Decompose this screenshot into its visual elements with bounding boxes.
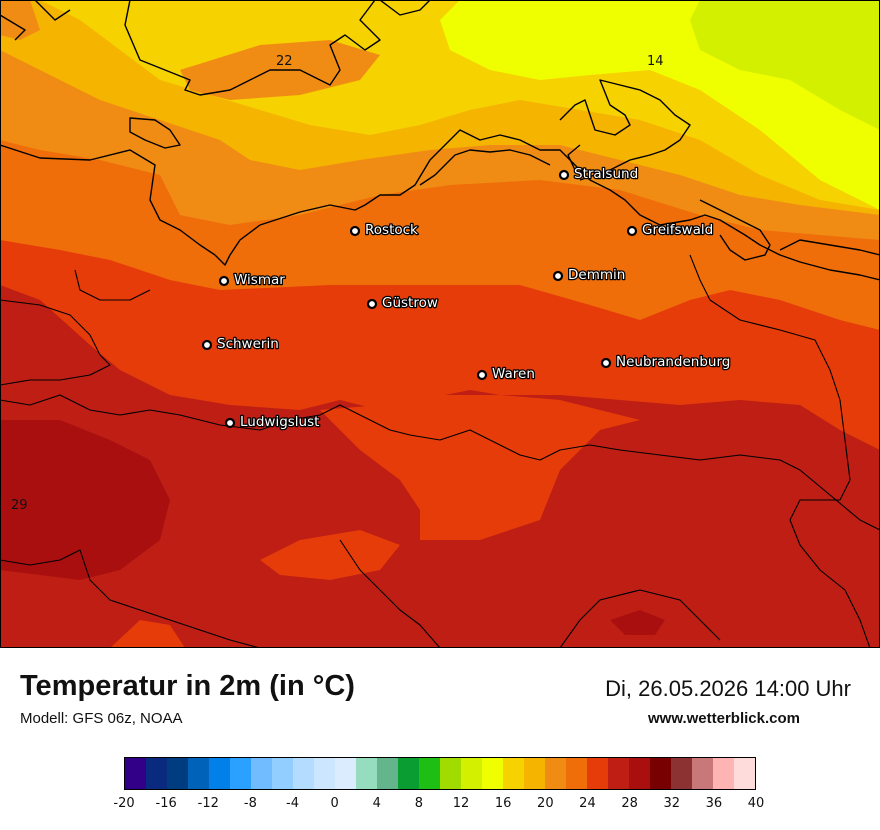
- legend-swatch: [335, 758, 356, 789]
- legend-tick-label: 36: [705, 796, 723, 811]
- legend-ticks: -20 -16 -12 -8 -4 0 4 8 12 16 20 24 28 32 36 40: [113, 796, 764, 814]
- map-frame: [0, 0, 880, 648]
- color-legend: [124, 757, 756, 790]
- lagoon-shore: [779, 239, 880, 256]
- state-border-southwest: [0, 549, 261, 648]
- state-border-southeast: [559, 589, 721, 648]
- legend-tick-label: -8: [243, 796, 257, 811]
- city-wismar[interactable]: Wismar: [218, 271, 287, 289]
- darss-coast: [419, 149, 551, 186]
- legend-swatch: [650, 758, 671, 789]
- band-24-26-south: [260, 530, 400, 580]
- legend-swatch: [524, 758, 545, 789]
- isotherm-label: 22: [276, 54, 293, 69]
- legend-swatch: [629, 758, 650, 789]
- band-28-30-west: [0, 420, 170, 580]
- city-label: Greifswald: [642, 222, 713, 238]
- city-label: Rostock: [365, 222, 418, 238]
- legend-tick-label: 0: [330, 796, 339, 811]
- legend-swatch: [713, 758, 734, 789]
- legend-swatch: [608, 758, 629, 789]
- legend-tick-label: 20: [537, 796, 554, 811]
- city-label: Güstrow: [382, 295, 438, 311]
- band-28-30-south: [610, 610, 665, 635]
- city-greifswald[interactable]: Greifswald: [626, 221, 715, 239]
- band-corner: [0, 0, 40, 40]
- isotherm-label: 14: [647, 54, 664, 69]
- legend-tick-label: 12: [452, 796, 470, 811]
- legend-tick-label: -12: [197, 796, 219, 811]
- island-ruegen: [559, 79, 691, 181]
- model-info: Modell: GFS 06z, NOAA: [20, 710, 183, 727]
- legend-swatch: [440, 758, 461, 789]
- island-fehmarn: [129, 117, 181, 149]
- city-schwerin[interactable]: Schwerin: [201, 335, 280, 353]
- city-label: Ludwigslust: [240, 414, 319, 430]
- legend-swatch: [356, 758, 377, 789]
- legend-tick-label: 16: [494, 796, 512, 811]
- city-rostock[interactable]: Rostock: [349, 221, 419, 239]
- website-link[interactable]: www.wetterblick.com: [648, 710, 800, 727]
- map-title: Temperatur in 2m (in °C): [20, 670, 355, 702]
- legend-swatch: [377, 758, 398, 789]
- coastline-north: [0, 0, 431, 96]
- legend-tick-label: -4: [286, 796, 300, 811]
- legend-swatch: [146, 758, 167, 789]
- legend-swatch: [251, 758, 272, 789]
- legend-swatch: [272, 758, 293, 789]
- state-border-holstein: [74, 269, 151, 301]
- band-24-26-intrusion: [320, 395, 640, 540]
- legend-swatch: [545, 758, 566, 789]
- state-border-south: [0, 394, 880, 531]
- band-12-14: [690, 0, 880, 130]
- legend-swatch: [482, 758, 503, 789]
- legend-swatch: [587, 758, 608, 789]
- legend-tick-label: -16: [155, 796, 177, 811]
- city-label: Stralsund: [574, 166, 638, 182]
- city-label: Neubrandenburg: [616, 354, 730, 370]
- legend-tick-label: 40: [747, 796, 765, 811]
- forecast-datetime: Di, 26.05.2026 14:00 Uhr: [605, 676, 851, 701]
- legend-swatch: [167, 758, 188, 789]
- legend-tick-label: 32: [663, 796, 680, 811]
- city-layer: Stralsund Rostock Greifswald Demmin Wism…: [0, 0, 880, 648]
- legend-tick-label: -20: [113, 796, 135, 811]
- legend-swatch: [461, 758, 482, 789]
- legend-swatch: [419, 758, 440, 789]
- legend-swatch: [314, 758, 335, 789]
- coastline-main: [0, 129, 880, 281]
- island-usedom: [699, 199, 771, 261]
- legend-swatch: [398, 758, 419, 789]
- isotherm-label: 29: [11, 498, 28, 513]
- legend-swatch: [293, 758, 314, 789]
- legend-tick-label: 8: [414, 796, 424, 811]
- city-stralsund[interactable]: Stralsund: [558, 165, 639, 183]
- city-label: Schwerin: [217, 336, 279, 352]
- legend-swatch: [209, 758, 230, 789]
- state-border-east: [689, 254, 871, 648]
- band-24-26-corner: [110, 620, 185, 648]
- city-label: Waren: [492, 366, 535, 382]
- city-neubrandenburg[interactable]: Neubrandenburg: [600, 353, 732, 371]
- legend-swatch: [692, 758, 713, 789]
- city-ludwigslust[interactable]: Ludwigslust: [224, 413, 321, 431]
- temperature-map[interactable]: [0, 0, 880, 648]
- legend-swatch: [734, 758, 755, 789]
- city-waren[interactable]: Waren: [476, 365, 536, 383]
- legend-tick-label: 4: [372, 796, 381, 811]
- city-guestrow[interactable]: Güstrow: [366, 294, 439, 312]
- legend-swatch: [188, 758, 209, 789]
- city-label: Wismar: [234, 272, 285, 288]
- legend-tick-label: 24: [579, 796, 596, 811]
- legend-swatch: [671, 758, 692, 789]
- legend-swatch: [566, 758, 587, 789]
- city-demmin[interactable]: Demmin: [552, 266, 627, 284]
- city-label: Demmin: [568, 267, 625, 283]
- state-border-south2: [339, 539, 441, 648]
- state-border-west: [0, 299, 111, 386]
- legend-swatch: [230, 758, 251, 789]
- legend-tick-label: 28: [621, 796, 638, 811]
- legend-swatch: [125, 758, 146, 789]
- legend-swatch: [503, 758, 524, 789]
